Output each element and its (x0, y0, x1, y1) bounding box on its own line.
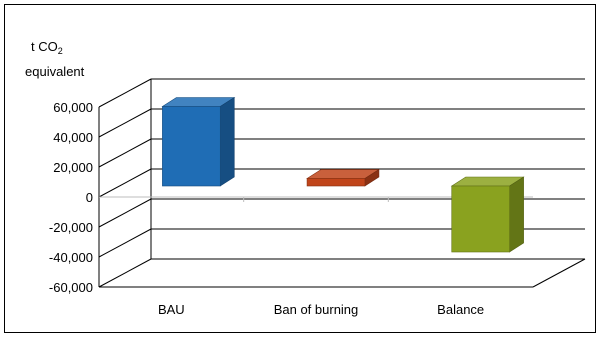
x-category-label: Balance (437, 302, 484, 317)
y-axis-label-line2: equivalent (25, 64, 85, 79)
bars (161, 96, 525, 253)
bar-balance (450, 176, 525, 253)
bar-bau (161, 96, 236, 187)
y-tick-labels: 60,000 40,000 20,000 0 -20,000 -40,000 -60,000 (49, 100, 93, 295)
bar-ban-of-burning (306, 168, 380, 187)
bar-front-face (451, 185, 510, 253)
y-axis-label-subscript: 2 (58, 46, 63, 56)
y-axis-label-prefix: t CO (31, 39, 58, 54)
y-tick-label: 40,000 (53, 130, 93, 145)
floor-right-edge (532, 258, 586, 288)
bar-front-face (162, 106, 221, 187)
bar-front-face (306, 178, 366, 187)
x-category-labels: BAU Ban of burning Balance (158, 302, 484, 317)
y-axis-label: t CO2 (31, 39, 63, 56)
chart-frame: 60,000 40,000 20,000 0 -20,000 -40,000 -60,000… (4, 4, 596, 333)
y-tick-label: 0 (86, 190, 93, 205)
gridline-wall (98, 198, 152, 228)
y-tick-label: -40,000 (49, 250, 93, 265)
gridline-wall (98, 138, 152, 168)
y-tick-label: -60,000 (49, 280, 93, 295)
x-category-label: BAU (158, 302, 185, 317)
gridline-wall (98, 228, 152, 258)
gridline-wall (98, 258, 152, 288)
bar-side-face (219, 96, 235, 187)
y-tick-label: -20,000 (49, 220, 93, 235)
chart-svg: 60,000 40,000 20,000 0 -20,000 -40,000 -60,000… (25, 39, 586, 317)
gridline-wall (98, 168, 152, 198)
y-tick-label: 60,000 (53, 100, 93, 115)
bar-side-face (509, 176, 524, 253)
x-category-label: Ban of burning (274, 302, 359, 317)
y-tick-label: 20,000 (53, 160, 93, 175)
gridline-wall (98, 108, 152, 138)
gridline-wall (98, 78, 152, 108)
